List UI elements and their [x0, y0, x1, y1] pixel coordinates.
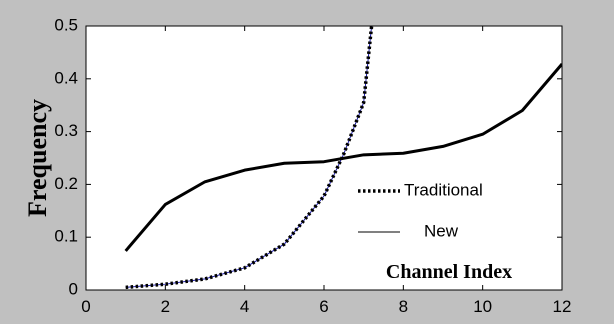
- legend-label-new: New: [424, 221, 459, 240]
- y-tick-label: 0: [69, 279, 78, 298]
- y-tick-label: 0.2: [54, 174, 78, 193]
- x-tick-label: 12: [553, 297, 572, 316]
- x-tick-label: 2: [161, 297, 170, 316]
- y-tick-label: 0.4: [54, 68, 78, 87]
- y-axis-label: Frequency: [23, 99, 52, 217]
- x-tick-label: 0: [81, 297, 90, 316]
- y-tick-label: 0.1: [54, 227, 78, 246]
- x-tick-label: 10: [473, 297, 492, 316]
- x-axis-label: Channel Index: [386, 261, 512, 283]
- y-tick-label: 0.5: [54, 15, 78, 34]
- legend: Traditional New: [358, 180, 483, 240]
- plot-background: [86, 26, 562, 290]
- x-tick-label: 6: [319, 297, 328, 316]
- y-tick-label: 0.3: [54, 121, 78, 140]
- legend-label-traditional: Traditional: [404, 180, 483, 199]
- series-line-traditional: [125, 26, 374, 290]
- x-tick-label: 8: [399, 297, 408, 316]
- x-tick-label: 4: [240, 297, 249, 316]
- series-line-new: [124, 63, 562, 252]
